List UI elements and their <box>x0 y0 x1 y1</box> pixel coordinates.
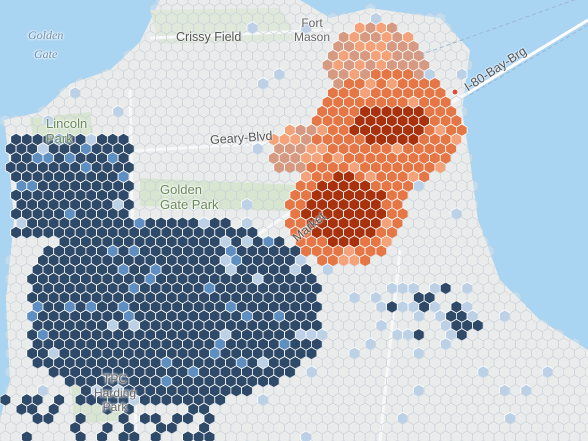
bay-bridge-spans <box>419 0 588 96</box>
golden-gate-park-area <box>140 178 320 212</box>
bay-bridge-road <box>439 18 588 112</box>
hexbin-cell[interactable] <box>579 430 588 441</box>
highway-101-road <box>378 249 402 441</box>
landmark-pin-icon[interactable] <box>451 88 459 96</box>
